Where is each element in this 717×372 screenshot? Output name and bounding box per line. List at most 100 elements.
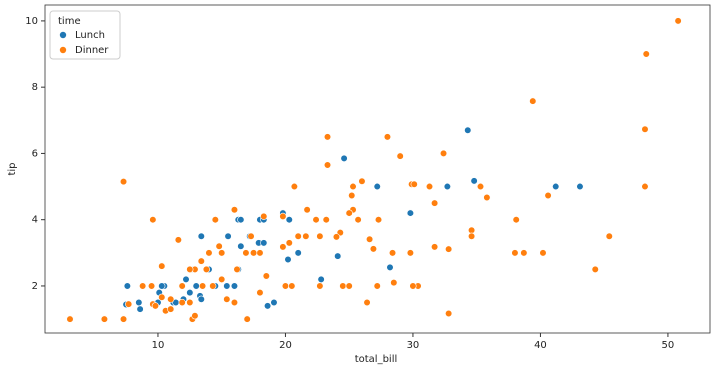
- legend: time Lunch Dinner: [49, 10, 121, 60]
- point: [467, 232, 476, 240]
- plot-frame: [44, 4, 711, 334]
- point: [270, 298, 278, 307]
- point: [230, 282, 239, 290]
- point: [205, 249, 213, 257]
- point: [476, 182, 485, 191]
- point: [605, 232, 613, 240]
- point: [470, 177, 478, 185]
- x-axis-label: total_bill: [355, 354, 398, 365]
- y-axis-label: tip: [7, 162, 18, 175]
- point: [218, 249, 226, 257]
- point: [139, 282, 147, 290]
- legend-marker: [59, 31, 67, 39]
- point: [100, 315, 109, 323]
- point: [365, 235, 374, 243]
- legend-title: time: [58, 16, 81, 27]
- point: [348, 191, 356, 200]
- point: [544, 191, 552, 200]
- point: [294, 249, 302, 257]
- point: [243, 315, 251, 323]
- point: [373, 182, 381, 191]
- point: [464, 126, 472, 134]
- point: [431, 243, 439, 251]
- point: [125, 300, 133, 308]
- y-tick-label: 4: [32, 215, 38, 226]
- point: [256, 249, 264, 257]
- y-tick-label: 10: [25, 16, 38, 27]
- point: [363, 298, 371, 307]
- point: [512, 216, 520, 224]
- point: [396, 152, 404, 160]
- point: [158, 293, 166, 301]
- point: [323, 161, 332, 169]
- point: [66, 315, 74, 323]
- point: [431, 199, 439, 207]
- point: [158, 282, 166, 290]
- point: [158, 262, 166, 270]
- legend-marker: [59, 46, 67, 54]
- point: [191, 312, 199, 320]
- point: [285, 239, 293, 247]
- x-tick-label: 40: [534, 340, 547, 351]
- point: [539, 249, 547, 257]
- point: [323, 133, 332, 141]
- point: [294, 232, 302, 240]
- point: [260, 239, 268, 247]
- point: [223, 282, 231, 290]
- point: [409, 282, 417, 290]
- point: [641, 182, 649, 191]
- point: [288, 282, 296, 290]
- point: [119, 177, 128, 186]
- point: [230, 206, 239, 214]
- point: [218, 275, 226, 283]
- point: [178, 282, 186, 290]
- point: [425, 182, 434, 191]
- point: [345, 282, 353, 290]
- point: [256, 288, 264, 297]
- point: [358, 177, 366, 185]
- point: [260, 212, 268, 220]
- x-tick-label: 10: [152, 340, 165, 351]
- point: [641, 125, 649, 133]
- point: [279, 243, 287, 251]
- point: [312, 216, 320, 224]
- point: [149, 216, 157, 224]
- point: [674, 17, 682, 25]
- point: [285, 216, 293, 224]
- y-tick-label: 2: [32, 281, 38, 292]
- x-tick-label: 50: [662, 340, 675, 351]
- point: [123, 282, 131, 290]
- point: [182, 275, 190, 283]
- point: [354, 216, 362, 224]
- point: [230, 298, 239, 307]
- point: [374, 216, 383, 224]
- point: [249, 249, 258, 257]
- point: [197, 232, 205, 240]
- point: [303, 206, 311, 214]
- point: [369, 245, 378, 253]
- point: [483, 193, 491, 202]
- point: [198, 282, 207, 290]
- point: [262, 272, 270, 280]
- legend-label: Lunch: [75, 30, 105, 41]
- point: [279, 212, 287, 220]
- point: [202, 265, 211, 273]
- point: [520, 249, 528, 257]
- point: [247, 232, 255, 240]
- point: [211, 216, 219, 224]
- point: [264, 302, 272, 310]
- point: [345, 209, 353, 217]
- point: [290, 182, 298, 191]
- point: [511, 249, 519, 257]
- point: [322, 216, 330, 224]
- point: [186, 265, 194, 273]
- point: [317, 275, 325, 283]
- point: [215, 242, 223, 250]
- legend-label: Dinner: [75, 45, 109, 56]
- point: [576, 182, 584, 191]
- point: [439, 149, 448, 158]
- x-tick-label: 30: [407, 340, 420, 351]
- point: [167, 305, 175, 313]
